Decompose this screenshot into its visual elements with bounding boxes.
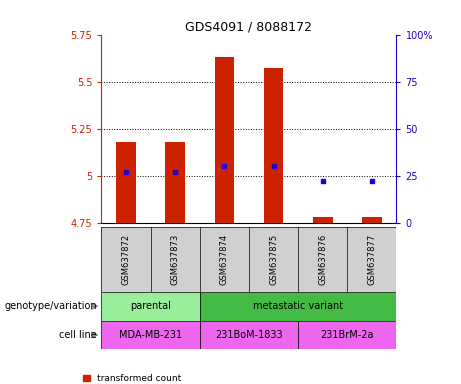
Bar <box>264 68 284 223</box>
Text: GSM637872: GSM637872 <box>122 233 130 285</box>
Text: GSM637875: GSM637875 <box>269 233 278 285</box>
Text: parental: parental <box>130 301 171 311</box>
Bar <box>101 321 200 349</box>
Bar <box>313 217 332 223</box>
Bar <box>362 217 382 223</box>
Text: GSM637877: GSM637877 <box>367 233 376 285</box>
Bar <box>116 142 136 223</box>
Title: GDS4091 / 8088172: GDS4091 / 8088172 <box>185 20 313 33</box>
Text: metastatic variant: metastatic variant <box>253 301 343 311</box>
Text: genotype/variation: genotype/variation <box>4 301 97 311</box>
Text: 231BoM-1833: 231BoM-1833 <box>215 330 283 340</box>
Bar <box>298 321 396 349</box>
Text: GSM637873: GSM637873 <box>171 233 180 285</box>
Text: cell line: cell line <box>59 330 97 340</box>
Bar <box>165 142 185 223</box>
Text: MDA-MB-231: MDA-MB-231 <box>119 330 182 340</box>
Text: 231BrM-2a: 231BrM-2a <box>320 330 374 340</box>
Text: GSM637876: GSM637876 <box>318 233 327 285</box>
Bar <box>101 292 200 321</box>
Legend: transformed count, percentile rank within the sample: transformed count, percentile rank withi… <box>83 374 250 384</box>
Bar <box>200 321 298 349</box>
Bar <box>214 57 234 223</box>
Text: GSM637874: GSM637874 <box>220 233 229 285</box>
Bar <box>200 292 396 321</box>
